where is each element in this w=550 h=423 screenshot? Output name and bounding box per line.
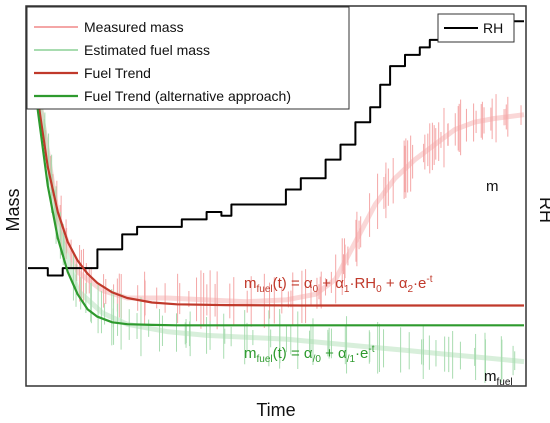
series-line-fuel-trend <box>26 9 524 307</box>
label-m-fuel-main: m <box>484 368 497 385</box>
legend-left: Measured mass Estimated fuel mass Fuel T… <box>26 6 350 110</box>
label-m: m <box>486 178 499 195</box>
formula-fuel-trend: mfuel(t) = α0 + α1·RH0 + α2·e-t <box>244 274 433 295</box>
series-line-estimated-fuel-mass <box>25 28 525 365</box>
x-axis-label: Time <box>256 400 295 420</box>
plot-layer <box>25 8 525 384</box>
plot-frame <box>25 5 527 387</box>
y-axis-label-right: RH <box>536 197 550 223</box>
label-m-fuel-sub: fuel <box>497 377 513 388</box>
legend-label-estimated-fuel-mass: Estimated fuel mass <box>84 42 210 58</box>
legend-label-measured-mass: Measured mass <box>84 19 184 35</box>
legend-left-box <box>26 6 350 110</box>
legend-label-rh: RH <box>483 20 503 36</box>
series-line-fuel-trend-alternative-approach <box>26 9 524 327</box>
legend-label-fuel-trend: Fuel Trend <box>84 65 151 81</box>
legend-label-fuel-trend-alt: Fuel Trend (alternative approach) <box>84 88 291 104</box>
legend-right: RH <box>437 13 515 43</box>
formula-fuel-trend-alt: mfuel(t) = α/0 + α/1·e-t <box>244 344 375 365</box>
label-m-fuel: mfuel <box>484 368 513 388</box>
y-axis-label-left: Mass <box>3 188 23 231</box>
